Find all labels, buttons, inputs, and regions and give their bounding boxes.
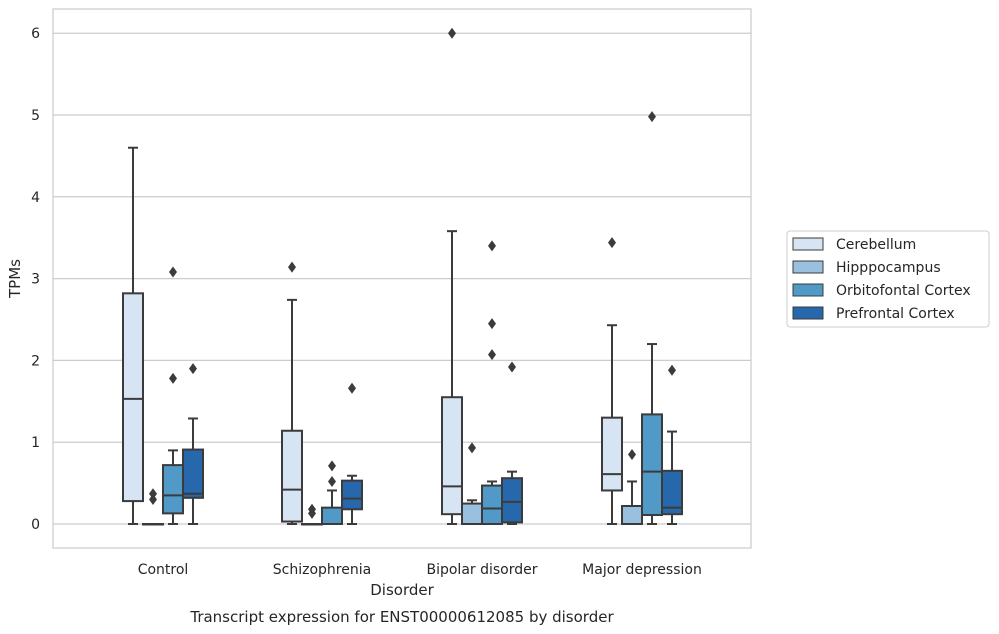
box-iqr [281,429,303,523]
outlier-point [648,111,656,123]
legend-label: Orbitofontal Cortex [836,283,971,299]
box-iqr [661,469,683,516]
box-2-4 [621,448,643,525]
outlier-point [488,349,496,361]
box-4-4 [661,364,683,525]
box-2-2 [301,503,323,526]
y-tick-label: 6 [31,26,40,42]
outlier-point [448,27,456,39]
box-4-3 [501,361,523,525]
box-3-2 [321,460,343,526]
box-4-2 [341,382,363,525]
box-4-1 [182,363,204,525]
y-tick-labels: 0 1 2 3 4 5 6 [31,26,40,533]
box-iqr [162,464,184,515]
legend-frame [786,230,990,328]
box-3-3 [481,240,503,525]
box-2-3 [461,442,483,525]
y-tick-label: 1 [31,435,40,451]
box-iqr [321,506,343,526]
outlier-point [628,448,636,460]
x-axis-label: Disorder [370,581,434,599]
legend-swatch [792,237,824,251]
legend-swatch [792,306,824,320]
y-tick-label: 5 [31,108,40,124]
outlier-point [488,318,496,330]
chart-title: Transcript expression for ENST0000061208… [189,608,614,626]
box-iqr [441,396,463,516]
y-tick-label: 0 [31,517,40,533]
x-tick-labels: Control Schizophrenia Bipolar disorder Majo… [138,562,702,578]
x-tick-label: Major depression [582,562,702,578]
outlier-point [169,372,177,384]
legend-label: Cerebellum [836,237,916,253]
outlier-point [348,382,356,394]
box-iqr [621,505,643,525]
plot-frame [52,8,752,549]
legend-label: Prefrontal Cortex [836,306,955,322]
outlier-point [149,493,157,505]
outlier-point [468,442,476,454]
box-3-1 [162,266,184,525]
x-tick-label: Control [138,562,189,578]
box-iqr [481,484,503,525]
legend: Cerebellum Hipppocampus Orbitofontal Corte… [786,230,990,328]
x-tick-label: Bipolar disorder [426,562,537,578]
outlier-point [149,488,157,500]
y-tick-label: 4 [31,190,40,206]
box-iqr [641,413,663,517]
box-iqr [341,479,363,511]
box-iqr [601,416,623,492]
legend-swatch [792,283,824,297]
box-2-1 [142,488,164,526]
box-iqr [182,448,204,499]
y-tick-label: 3 [31,272,40,288]
box-1-2 [281,261,303,525]
outlier-point [308,503,316,515]
y-axis-label: TPMs [6,259,24,299]
box-1-4 [601,237,623,525]
outlier-point [328,460,336,472]
outlier-point [668,364,676,376]
box-3-4 [641,111,663,525]
outlier-point [189,363,197,375]
box-iqr [122,292,144,503]
outlier-point [169,266,177,278]
grid-lines [53,32,751,525]
outlier-point [288,261,296,273]
outlier-point [608,237,616,249]
y-tick-label: 2 [31,353,40,369]
outlier-point [488,240,496,252]
x-tick-label: Schizophrenia [273,562,371,578]
outlier-point [328,475,336,487]
box-iqr [501,477,523,524]
legend-label: Hipppocampus [836,260,941,276]
box-1-1 [122,146,144,525]
box-iqr [461,502,483,525]
outlier-point [508,361,516,373]
box-1-3 [441,27,463,525]
box-groups [122,27,683,526]
legend-swatch [792,260,824,274]
